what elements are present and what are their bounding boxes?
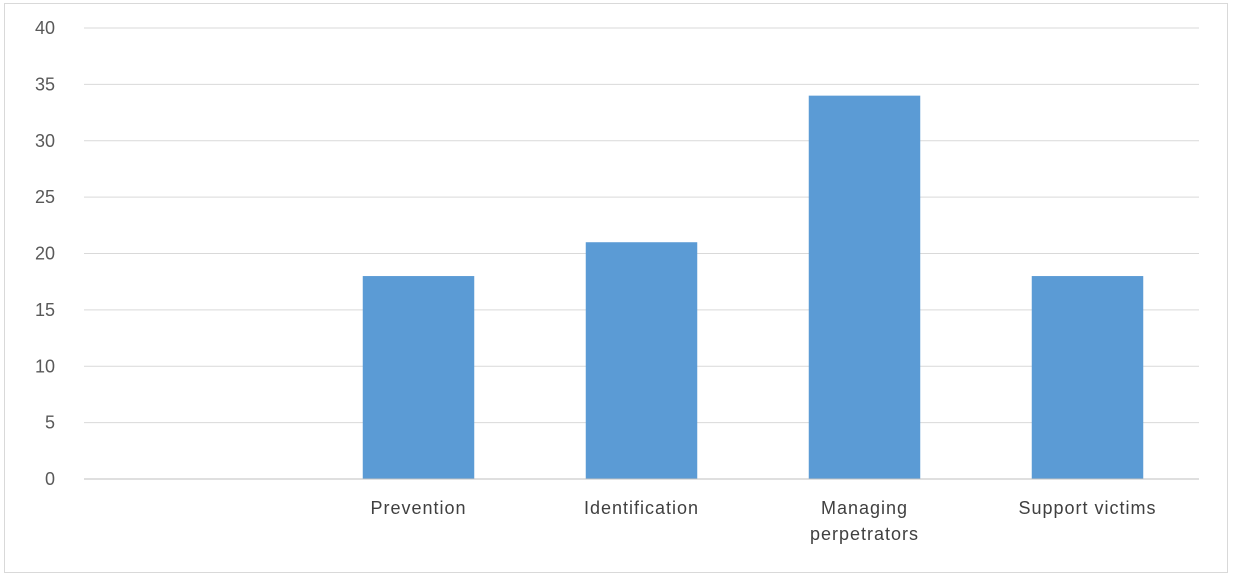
y-tick-label: 20 <box>35 244 55 264</box>
bar <box>808 95 921 480</box>
y-tick-label: 30 <box>35 131 55 151</box>
bar <box>585 242 698 479</box>
x-category-label: Identification <box>584 498 699 518</box>
x-category-label: Managing <box>821 498 908 518</box>
x-category-label: Support victims <box>1018 498 1156 518</box>
gridlines <box>84 27 1199 424</box>
x-axis-labels: Prevention Identification Managing perpetra… <box>370 498 1156 544</box>
bar <box>1031 276 1144 479</box>
x-category-label: perpetrators <box>810 524 919 544</box>
y-tick-label: 40 <box>35 18 55 38</box>
bar <box>362 276 475 479</box>
bars <box>362 95 1144 480</box>
y-tick-label: 5 <box>45 413 55 433</box>
y-tick-label: 35 <box>35 74 55 94</box>
y-axis-ticks: 0 5 10 15 20 25 30 35 40 <box>35 18 55 489</box>
y-tick-label: 25 <box>35 187 55 207</box>
x-category-label: Prevention <box>370 498 466 518</box>
y-tick-label: 10 <box>35 356 55 376</box>
y-tick-label: 15 <box>35 300 55 320</box>
y-tick-label: 0 <box>45 469 55 489</box>
